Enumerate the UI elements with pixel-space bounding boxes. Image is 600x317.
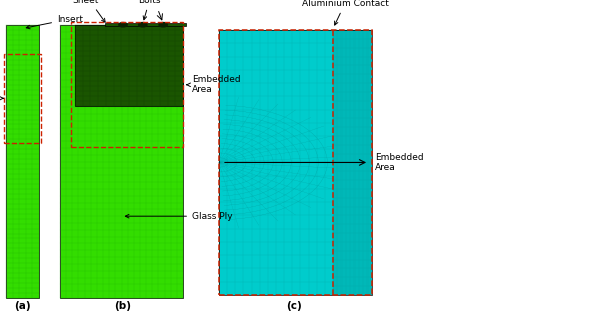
Bar: [219, 30, 372, 295]
Text: Glass Ply: Glass Ply: [125, 212, 233, 221]
Text: Embedded
Area: Embedded Area: [375, 153, 424, 172]
Bar: [219, 30, 333, 295]
Text: (c): (c): [286, 301, 302, 311]
Text: (a): (a): [14, 301, 31, 311]
Text: (b): (b): [115, 301, 131, 311]
Bar: [75, 25, 183, 106]
Circle shape: [159, 23, 167, 27]
Bar: [4, 54, 41, 143]
Text: Insert: Insert: [26, 15, 83, 29]
Bar: [105, 23, 186, 26]
Bar: [219, 30, 372, 295]
Bar: [60, 25, 183, 298]
Circle shape: [139, 23, 147, 27]
Text: Aluminium Contact: Aluminium Contact: [302, 0, 388, 25]
Bar: [333, 30, 372, 295]
Text: Bolts: Bolts: [139, 0, 161, 20]
Text: Embedded
Area: Embedded Area: [0, 88, 3, 108]
Bar: [71, 22, 183, 147]
Text: Embedded
Area: Embedded Area: [187, 75, 241, 94]
Bar: [6, 25, 39, 298]
Circle shape: [119, 23, 127, 27]
Text: Aluminium
Sheet: Aluminium Sheet: [61, 0, 110, 22]
